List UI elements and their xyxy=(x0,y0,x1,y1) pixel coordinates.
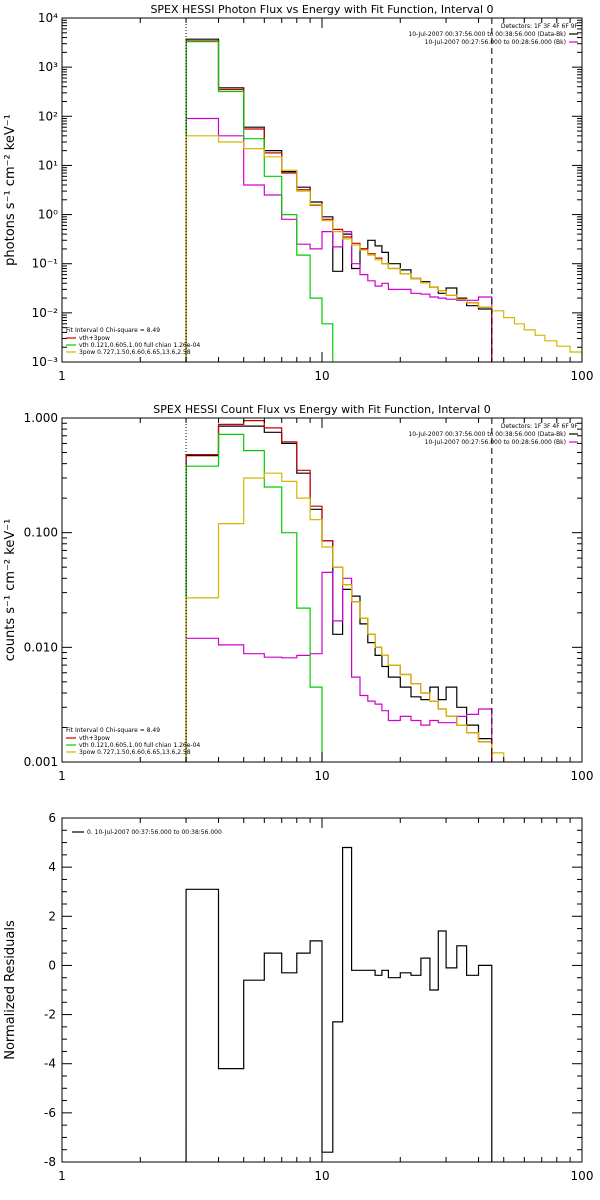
x-tick-label: 10 xyxy=(314,369,329,383)
series-residuals xyxy=(185,846,493,1162)
time-label: 10-Jul-2007 00:27:56.000 to 00:28:56.000… xyxy=(425,439,566,446)
y-tick-label: 10¹ xyxy=(38,158,58,172)
y-tick-label: 0.100 xyxy=(24,526,58,540)
y-tick-label: 0.001 xyxy=(24,755,58,769)
y-tick-label: -4 xyxy=(44,1057,56,1071)
y-tick-label: -2 xyxy=(44,1008,56,1022)
y-tick-label: 10⁰ xyxy=(38,208,58,222)
y-tick-label: 10³ xyxy=(38,60,58,74)
series-data-bk xyxy=(185,38,493,362)
chart-title: SPEX HESSI Count Flux vs Energy with Fit… xyxy=(153,403,490,416)
series-bk xyxy=(185,117,493,362)
time-label: 10-Jul-2007 00:27:56.000 to 00:28:56.000… xyxy=(425,39,566,46)
x-tick-label: 1 xyxy=(58,769,66,783)
detectors-label: Detectors: 1F 3F 4F 6F 9F xyxy=(501,423,579,430)
series-vth-3pow xyxy=(185,40,493,362)
y-tick-label: 2 xyxy=(48,909,56,923)
y-tick-label: 10² xyxy=(38,109,58,123)
fit-header-label: Fit Interval 0 Chi-square = 8.49 xyxy=(66,727,160,734)
series-3pow xyxy=(185,472,515,762)
chart-panel-2: 1 10 100 -8 -6 -4 -2 0 2 4 6 Normalized Residuals 0.… xyxy=(3,811,593,1183)
y-tick-label: 4 xyxy=(48,860,56,874)
series-3pow xyxy=(185,135,582,362)
fit-header-label: Fit Interval 0 Chi-square = 8.49 xyxy=(66,327,160,334)
x-tick-label: 10 xyxy=(314,769,329,783)
chart-panel-1: 1 10 100 0.001 0.010 0.100 1.000 SPEX HESSI Cou… xyxy=(3,403,593,783)
x-tick-label: 1 xyxy=(58,369,66,383)
chart-panel-0: 1 10 100 10⁻³ 10⁻² 10⁻¹ 10⁰ 10¹ 10² 10³ 10⁴ SPEX HE… xyxy=(3,3,593,383)
x-tick-label: 100 xyxy=(571,769,594,783)
y-tick-label: 0.010 xyxy=(24,640,58,654)
x-tick-label: 100 xyxy=(571,1169,594,1183)
y-tick-label: -6 xyxy=(44,1106,56,1120)
detectors-label: Detectors: 1F 3F 4F 6F 9F xyxy=(501,23,579,30)
series-vth xyxy=(185,433,323,762)
y-tick-label: 1.000 xyxy=(24,411,58,425)
y-tick-label: 10⁻² xyxy=(32,306,59,320)
series-vth xyxy=(185,41,334,362)
fit-legend-label: 3pow 0.727,1.50,6.60,6.65,13.6,2.58 xyxy=(79,349,191,356)
fit-legend-label: vth+3pow xyxy=(79,735,110,742)
fit-legend-label: vth 0.121,0.605,1.00 full chian 1.26e-04 xyxy=(79,742,200,749)
y-tick-label: 6 xyxy=(48,811,56,825)
time-label: 10-Jul-2007 00:37:56.000 to 00:38:56.000… xyxy=(408,431,566,438)
fit-legend-label: 3pow 0.727,1.50,6.60,6.65,13.6,2.58 xyxy=(79,749,191,756)
y-axis-label: Normalized Residuals xyxy=(3,920,18,1060)
y-axis-label: photons s⁻¹ cm⁻² keV⁻¹ xyxy=(3,114,18,266)
y-tick-label: 10⁻¹ xyxy=(32,257,59,271)
y-tick-label: 10⁴ xyxy=(38,11,58,25)
time-label: 10-Jul-2007 00:37:56.000 to 00:38:56.000… xyxy=(408,31,566,38)
fit-legend-label: vth 0.121,0.605,1.00 full chian 1.26e-04 xyxy=(79,342,200,349)
y-tick-label: 0 xyxy=(48,958,56,972)
x-tick-label: 100 xyxy=(571,369,594,383)
series-bk xyxy=(185,571,493,762)
y-tick-label: -8 xyxy=(44,1155,56,1169)
chart-title: SPEX HESSI Photon Flux vs Energy with Fi… xyxy=(150,3,493,16)
y-axis-label: counts s⁻¹ cm⁻² keV⁻¹ xyxy=(3,519,18,662)
y-tick-label: 10⁻³ xyxy=(32,355,59,369)
x-tick-label: 1 xyxy=(58,1169,66,1183)
x-tick-label: 10 xyxy=(314,1169,329,1183)
fit-legend-label: vth+3pow xyxy=(79,335,110,342)
residual-legend-label: 0. 10-Jul-2007 00:37:56.000 to 00:38:56.… xyxy=(87,829,222,836)
